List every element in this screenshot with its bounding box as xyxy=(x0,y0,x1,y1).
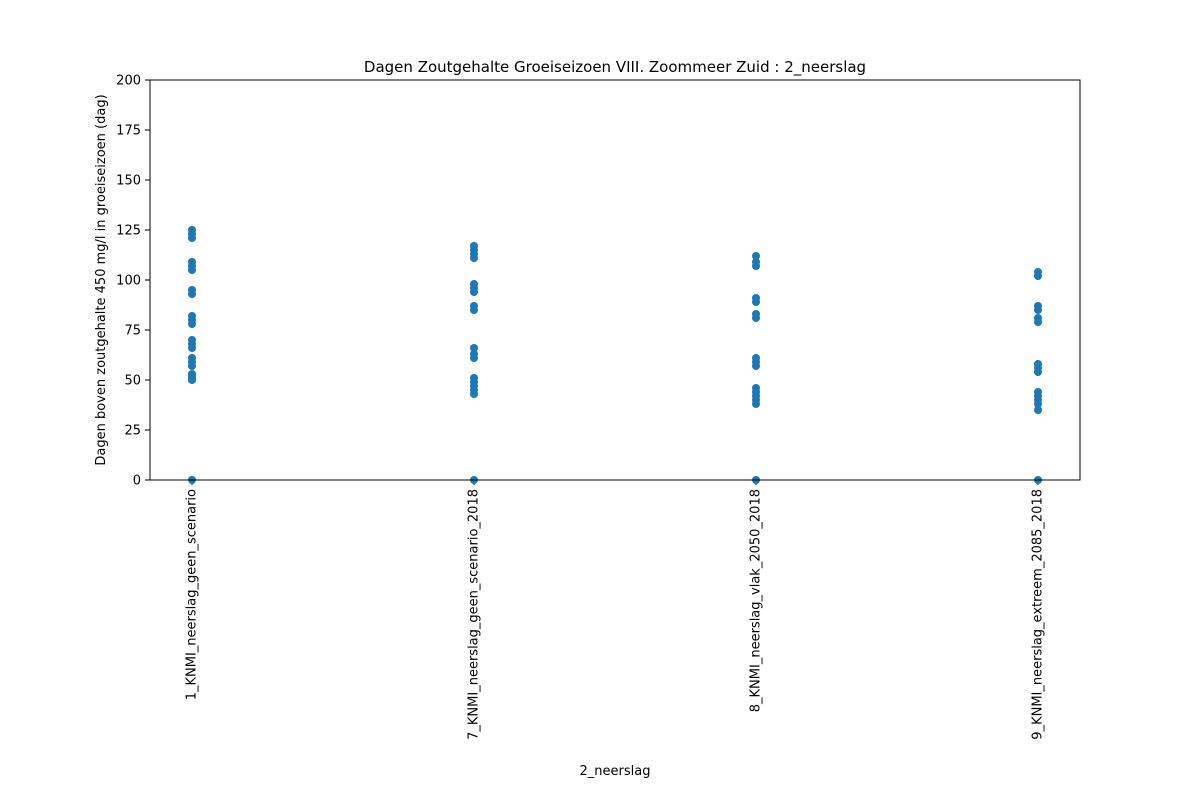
scatter-point xyxy=(470,344,478,352)
scatter-point xyxy=(188,312,196,320)
scatter-point xyxy=(1034,302,1042,310)
y-tick-label: 100 xyxy=(116,274,141,289)
scatter-point xyxy=(188,286,196,294)
scatter-point xyxy=(752,294,760,302)
y-tick-label: 50 xyxy=(124,374,141,389)
chart-title: Dagen Zoutgehalte Groeiseizoen VIII. Zoo… xyxy=(364,58,866,77)
y-tick-label: 150 xyxy=(116,174,141,189)
scatter-point xyxy=(752,354,760,362)
y-tick-label: 200 xyxy=(116,74,141,89)
scatter-point xyxy=(1034,360,1042,368)
y-tick-label: 0 xyxy=(133,474,141,489)
scatter-point xyxy=(188,226,196,234)
scatter-point xyxy=(188,258,196,266)
scatter-point xyxy=(470,374,478,382)
x-tick-label: 7_KNMI_neerslag_geen_scenario_2018 xyxy=(467,489,482,740)
scatter-point xyxy=(188,336,196,344)
scatter-point xyxy=(752,310,760,318)
scatter-point xyxy=(1034,314,1042,322)
scatter-point xyxy=(1034,388,1042,396)
x-axis-title: 2_neerslag xyxy=(580,764,651,779)
scatter-point xyxy=(188,370,196,378)
x-tick-label: 8_KNMI_neerslag_vlak_2050_2018 xyxy=(749,489,764,712)
y-axis-title: Dagen boven zoutgehalte 450 mg/l in groe… xyxy=(94,94,109,465)
y-tick-label: 125 xyxy=(116,224,141,239)
scatter-point xyxy=(1034,268,1042,276)
x-tick-label: 9_KNMI_neerslag_extreem_2085_2018 xyxy=(1031,489,1046,740)
y-tick-label: 75 xyxy=(124,324,141,339)
scatter-point xyxy=(752,252,760,260)
scatter-point xyxy=(470,280,478,288)
x-tick-label: 1_KNMI_neerslag_geen_scenario xyxy=(185,489,200,700)
y-tick-label: 25 xyxy=(124,424,141,439)
scatter-point xyxy=(470,302,478,310)
scatter-point xyxy=(752,384,760,392)
y-tick-label: 175 xyxy=(116,124,141,139)
scatter-point xyxy=(470,242,478,250)
scatter-point xyxy=(188,354,196,362)
